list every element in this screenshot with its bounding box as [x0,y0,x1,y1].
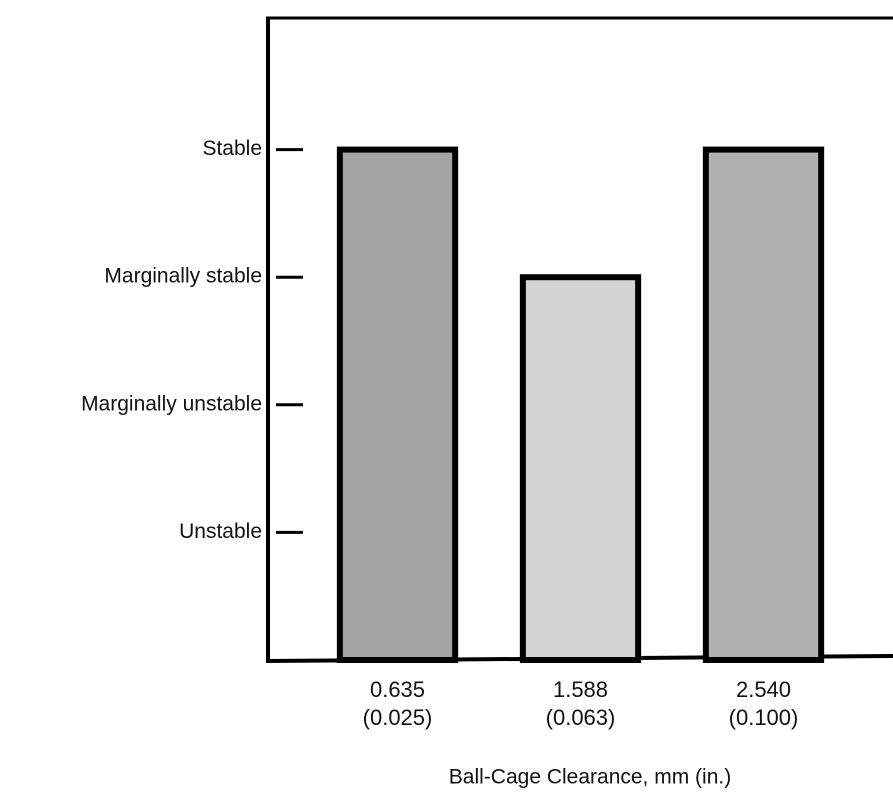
y-tick-label: Stable [202,137,262,160]
x-tick-label: 0.635 (0.025) [362,677,433,730]
y-tick-label: Marginally stable [104,265,262,288]
bar [702,146,825,663]
bar [336,146,459,663]
y-tick-label: Marginally unstable [81,392,262,415]
x-tick-label: 2.540 (0.100) [728,677,799,730]
x-tick-label: 1.588 (0.063) [545,677,616,730]
bar [519,274,642,663]
x-axis-title: Ball-Cage Clearance, mm (in.) [449,766,731,789]
y-tick-label: Unstable [179,520,262,543]
